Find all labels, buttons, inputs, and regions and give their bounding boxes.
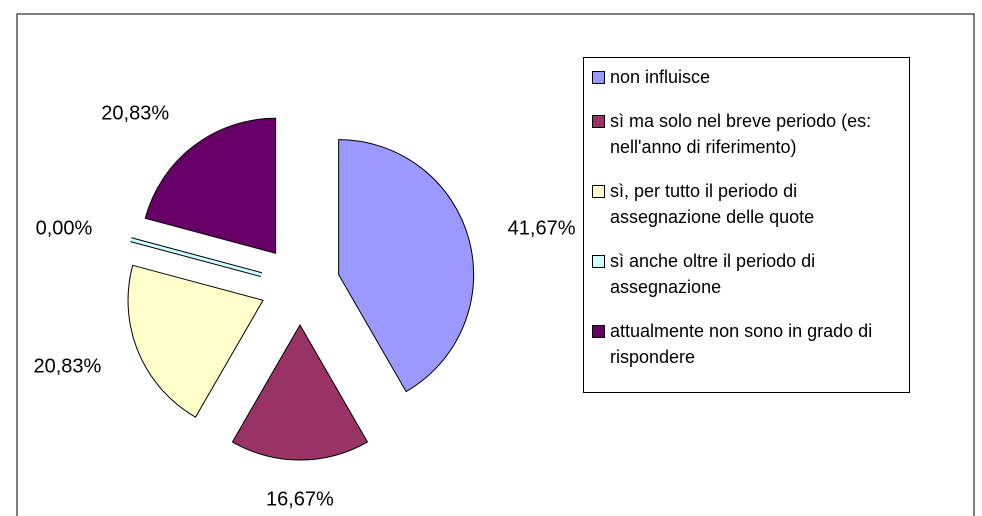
pie-slice-inner bbox=[130, 238, 262, 277]
legend-label: sì anche oltre il periodo di assegnazion… bbox=[610, 251, 816, 297]
pie-slice bbox=[144, 117, 277, 254]
data-label: 0,00% bbox=[36, 218, 93, 240]
legend-swatch bbox=[592, 71, 605, 84]
legend: non influisce sì ma solo nel breve period… bbox=[583, 57, 910, 393]
legend-label: sì, per tutto il periodo di assegnazione… bbox=[610, 181, 815, 227]
data-label: 20,83% bbox=[101, 103, 169, 125]
pie-slice bbox=[338, 139, 475, 393]
legend-item: sì anche oltre il periodo di assegnazion… bbox=[590, 248, 903, 300]
legend-item: attualmente non sono in grado di rispond… bbox=[590, 318, 903, 370]
legend-item: non influisce bbox=[590, 64, 903, 90]
legend-item: sì ma solo nel breve periodo (es: nell'a… bbox=[590, 108, 903, 160]
legend-item: sì, per tutto il periodo di assegnazione… bbox=[590, 178, 903, 230]
chart-frame bbox=[16, 13, 975, 516]
legend-swatch bbox=[592, 255, 605, 268]
pie-slice bbox=[127, 264, 264, 418]
data-label: 41,67% bbox=[508, 218, 576, 240]
data-label: 20,83% bbox=[33, 355, 101, 377]
legend-swatch bbox=[592, 185, 605, 198]
legend-label: non influisce bbox=[610, 67, 711, 87]
legend-swatch bbox=[592, 325, 605, 338]
legend-label: attualmente non sono in grado di rispond… bbox=[610, 321, 873, 367]
legend-swatch bbox=[592, 115, 605, 128]
legend-label: sì ma solo nel breve periodo (es: nell'a… bbox=[610, 111, 872, 157]
pie-slice bbox=[231, 324, 369, 461]
data-label: 16,67% bbox=[266, 488, 334, 510]
